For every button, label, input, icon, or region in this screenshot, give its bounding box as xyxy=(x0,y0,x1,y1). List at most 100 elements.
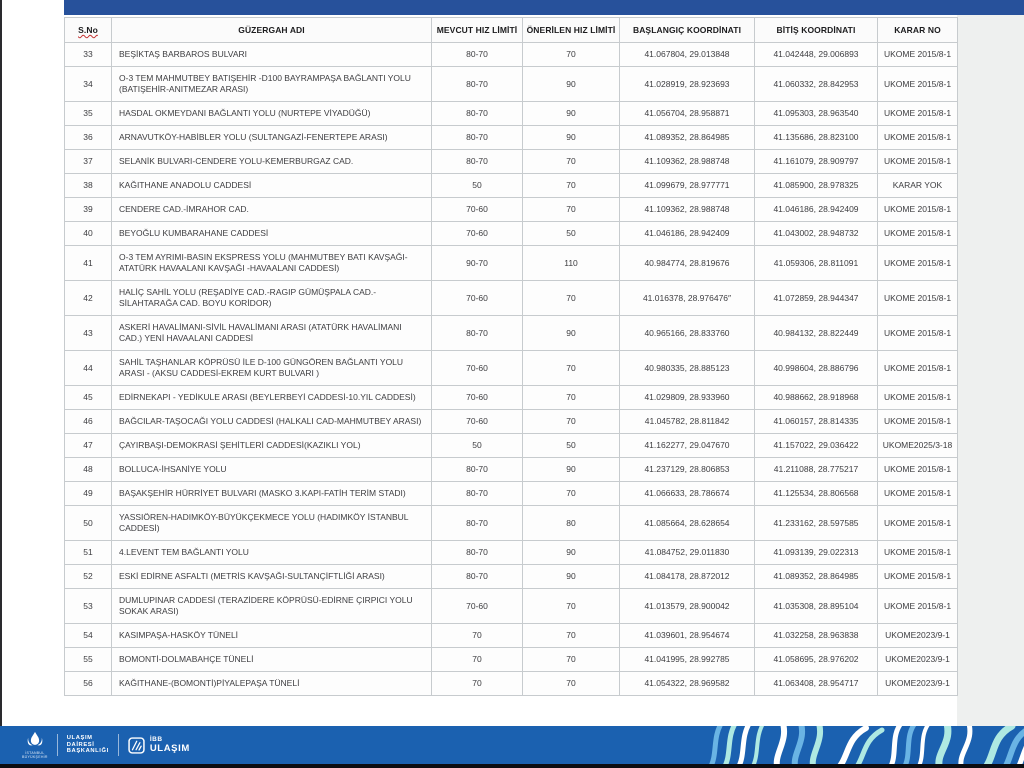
cell-proposed-limit: 50 xyxy=(522,433,620,458)
cell-end-coordinate: 40.988662, 28.918968 xyxy=(754,385,878,410)
cell-current-limit: 80-70 xyxy=(431,540,523,565)
cell-decision-no: KARAR YOK xyxy=(877,173,958,198)
cell-start-coordinate: 41.016378, 28.976476″ xyxy=(619,280,755,316)
cell-end-coordinate: 41.161079, 28.909797 xyxy=(754,149,878,174)
cell-sno: 43 xyxy=(64,315,112,351)
cell-start-coordinate: 41.089352, 28.864985 xyxy=(619,125,755,150)
cell-decision-no: UKOME 2015/8-1 xyxy=(877,505,958,541)
cell-start-coordinate: 41.085664, 28.628654 xyxy=(619,505,755,541)
cell-current-limit: 90-70 xyxy=(431,245,523,281)
cell-decision-no: UKOME 2015/8-1 xyxy=(877,350,958,386)
table-row: 44 SAHİL TAŞHANLAR KÖPRÜSÜ İLE D-100 GÜNG… xyxy=(64,350,958,386)
cell-sno: 34 xyxy=(64,66,112,102)
header-sno: S.No xyxy=(64,17,112,43)
table-row: 36 ARNAVUTKÖY-HABİBLER YOLU (SULTANGAZİ-F… xyxy=(64,125,958,150)
cell-sno: 52 xyxy=(64,564,112,589)
cell-end-coordinate: 41.063408, 28.954717 xyxy=(754,671,878,696)
table-row: 37 SELANİK BULVARI-CENDERE YOLU-KEMERBURG… xyxy=(64,149,958,174)
table-row: 33 BEŞİKTAŞ BARBAROS BULVARI 80-70 70 41.067… xyxy=(64,42,958,67)
cell-route: YASSIÖREN-HADIMKÖY-BÜYÜKÇEKMECE YOLU (HA… xyxy=(111,505,432,541)
cell-current-limit: 70-60 xyxy=(431,280,523,316)
cell-current-limit: 80-70 xyxy=(431,564,523,589)
cell-route: ESKİ EDİRNE ASFALTI (METRİS KAVŞAĞI-SULT… xyxy=(111,564,432,589)
brand-text: İBB ULAŞIM xyxy=(150,736,190,753)
footer-divider-2 xyxy=(117,734,119,756)
top-accent-bar xyxy=(64,0,1024,15)
cell-route: KAĞITHANE-(BOMONTİ)PİYALEPAŞA TÜNELİ xyxy=(111,671,432,696)
cell-start-coordinate: 41.084752, 29.011830 xyxy=(619,540,755,565)
cell-proposed-limit: 110 xyxy=(522,245,620,281)
cell-proposed-limit: 70 xyxy=(522,671,620,696)
ibb-ulasim-logo: İBB ULAŞIM xyxy=(128,736,190,754)
cell-end-coordinate: 41.035308, 28.895104 xyxy=(754,588,878,624)
transport-department-label: ULAŞIM DAİRESİ BAŞKANLIĞI xyxy=(67,735,109,755)
cell-start-coordinate: 41.237129, 28.806853 xyxy=(619,457,755,482)
cell-start-coordinate: 41.045782, 28.811842 xyxy=(619,409,755,434)
cell-route: DUMLUPINAR CADDESİ (TERAZİDERE KÖPRÜSÜ-E… xyxy=(111,588,432,624)
cell-decision-no: UKOME 2015/8-1 xyxy=(877,481,958,506)
cell-proposed-limit: 70 xyxy=(522,280,620,316)
footer-bar: İSTANBUL BÜYÜKŞEHİR ULAŞIM DAİRESİ BAŞKA… xyxy=(0,726,1024,764)
cell-end-coordinate: 41.093139, 29.022313 xyxy=(754,540,878,565)
cell-proposed-limit: 70 xyxy=(522,647,620,672)
cell-start-coordinate: 40.980335, 28.885123 xyxy=(619,350,755,386)
cell-current-limit: 80-70 xyxy=(431,505,523,541)
cell-route: BOLLUCA-İHSANİYE YOLU xyxy=(111,457,432,482)
table-row: 41 O-3 TEM AYRIMI-BASIN EKSPRESS YOLU (MA… xyxy=(64,245,958,281)
cell-sno: 47 xyxy=(64,433,112,458)
cell-decision-no: UKOME 2015/8-1 xyxy=(877,315,958,351)
cell-decision-no: UKOME2023/9-1 xyxy=(877,671,958,696)
cell-decision-no: UKOME 2015/8-1 xyxy=(877,409,958,434)
org-line1: ULAŞIM xyxy=(66,735,93,742)
cell-decision-no: UKOME2025/3-18 xyxy=(877,433,958,458)
cell-decision-no: UKOME2023/9-1 xyxy=(877,623,958,648)
cell-start-coordinate: 41.013579, 28.900042 xyxy=(619,588,755,624)
cell-end-coordinate: 41.032258, 28.963838 xyxy=(754,623,878,648)
cell-proposed-limit: 90 xyxy=(522,125,620,150)
cell-start-coordinate: 41.056704, 28.958871 xyxy=(619,101,755,126)
header-proposed-limit: ÖNERİLEN HIZ LİMİTİ xyxy=(522,17,620,43)
tulip-logo-icon xyxy=(27,731,43,746)
cell-current-limit: 80-70 xyxy=(431,481,523,506)
ibb-municipality-logo: İSTANBUL BÜYÜKŞEHİR xyxy=(22,731,48,759)
logo-caption-line1: İSTANBUL xyxy=(25,751,45,755)
cell-decision-no: UKOME 2015/8-1 xyxy=(877,457,958,482)
table-row: 50 YASSIÖREN-HADIMKÖY-BÜYÜKÇEKMECE YOLU (… xyxy=(64,505,958,541)
table-row: 39 CENDERE CAD.-İMRAHOR CAD. 70-60 70 41.109… xyxy=(64,197,958,222)
cell-route: CENDERE CAD.-İMRAHOR CAD. xyxy=(111,197,432,222)
cell-route: BAĞCILAR-TAŞOCAĞI YOLU CADDESİ (HALKALI … xyxy=(111,409,432,434)
table-row: 47 ÇAYIRBAŞI-DEMOKRASİ ŞEHİTLERİ CADDESİ(… xyxy=(64,433,958,458)
table-row: 45 EDİRNEKAPI - YEDİKULE ARASI (BEYLERBEY… xyxy=(64,385,958,410)
cell-route: SELANİK BULVARI-CENDERE YOLU-KEMERBURGAZ… xyxy=(111,149,432,174)
cell-decision-no: UKOME 2015/8-1 xyxy=(877,280,958,316)
cell-proposed-limit: 70 xyxy=(522,42,620,67)
header-route: GÜZERGAH ADI xyxy=(111,17,432,43)
cell-decision-no: UKOME2023/9-1 xyxy=(877,647,958,672)
cell-sno: 50 xyxy=(64,505,112,541)
speed-limit-table: S.No GÜZERGAH ADI MEVCUT HIZ LİMİTİ ÖNER… xyxy=(64,17,958,696)
table-row: 56 KAĞITHANE-(BOMONTİ)PİYALEPAŞA TÜNELİ 70… xyxy=(64,671,958,696)
cell-route: BOMONTİ-DOLMABAHÇE TÜNELİ xyxy=(111,647,432,672)
cell-proposed-limit: 90 xyxy=(522,540,620,565)
table-row: 43 ASKERİ HAVALİMANI-SİVİL HAVALİMANI ARA… xyxy=(64,315,958,351)
cell-sno: 55 xyxy=(64,647,112,672)
cell-start-coordinate: 41.084178, 28.872012 xyxy=(619,564,755,589)
cell-current-limit: 80-70 xyxy=(431,66,523,102)
table-row: 40 BEYOĞLU KUMBARAHANE CADDESİ 70-60 50 41.0… xyxy=(64,221,958,246)
cell-proposed-limit: 70 xyxy=(522,588,620,624)
cell-start-coordinate: 40.965166, 28.833760 xyxy=(619,315,755,351)
cell-end-coordinate: 41.060157, 28.814335 xyxy=(754,409,878,434)
org-line3: BAŞKANLIĞI xyxy=(66,748,109,755)
cell-start-coordinate: 41.028919, 28.923693 xyxy=(619,66,755,102)
cell-proposed-limit: 70 xyxy=(522,350,620,386)
cell-sno: 45 xyxy=(64,385,112,410)
cell-end-coordinate: 41.060332, 28.842953 xyxy=(754,66,878,102)
cell-proposed-limit: 90 xyxy=(522,315,620,351)
cell-route: O-3 TEM AYRIMI-BASIN EKSPRESS YOLU (MAHM… xyxy=(111,245,432,281)
cell-proposed-limit: 80 xyxy=(522,505,620,541)
logo-caption-line2: BÜYÜKŞEHİR xyxy=(22,755,48,759)
ibb-ulasim-icon xyxy=(128,736,145,754)
table-row: 49 BAŞAKŞEHİR HÜRRİYET BULVARI (MASKO 3.K… xyxy=(64,481,958,506)
cell-current-limit: 70-60 xyxy=(431,350,523,386)
cell-proposed-limit: 50 xyxy=(522,221,620,246)
